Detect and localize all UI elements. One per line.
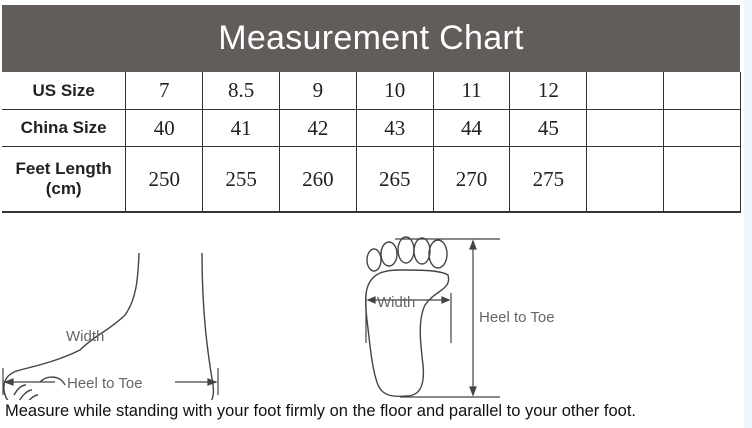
cell: [586, 109, 665, 147]
side-width-label: Width: [66, 328, 104, 345]
cell: 43: [355, 109, 434, 147]
cell: 44: [432, 109, 511, 147]
cell: 40: [125, 109, 204, 147]
table-row-china-size: China Size 40 41 42 43 44 45: [2, 109, 741, 147]
cell: [586, 72, 665, 110]
cell: 7: [125, 72, 204, 110]
cell: 265: [355, 146, 434, 213]
cell: 270: [432, 146, 511, 213]
side-foot-illustration: [3, 252, 215, 400]
right-edge-strip: [744, 0, 752, 428]
foot-measurement-diagram: Width Heel to Toe Width Heel to Toe: [2, 236, 555, 400]
page-title: Measurement Chart: [2, 5, 740, 72]
cell: 275: [509, 146, 588, 213]
side-length-label: Heel to Toe: [67, 375, 143, 392]
cell: 260: [278, 146, 357, 213]
cell: 41: [202, 109, 280, 147]
measurement-instruction: Measure while standing with your foot fi…: [5, 402, 636, 420]
sole-foot-illustration: [364, 236, 450, 398]
cell: [663, 109, 741, 147]
row-label-line2: (cm): [45, 179, 82, 198]
cell: 12: [509, 72, 588, 110]
size-table: US Size 7 8.5 9 10 11 12 China Size 40 4…: [2, 72, 741, 213]
row-label: US Size: [2, 72, 127, 110]
sole-length-arrow: [395, 238, 500, 398]
cell: 250: [125, 146, 204, 213]
cell: 255: [202, 146, 280, 213]
cell: 8.5: [202, 72, 280, 110]
cell: 10: [355, 72, 434, 110]
row-label: Feet Length (cm): [2, 146, 127, 213]
table-row-feet-length: Feet Length (cm) 250 255 260 265 270 275: [2, 146, 741, 213]
cell: 45: [509, 109, 588, 147]
cell: [586, 146, 665, 213]
row-label: China Size: [2, 109, 127, 147]
cell: [663, 146, 741, 213]
cell: [663, 72, 741, 110]
sole-width-label: Width: [377, 294, 415, 311]
cell: 11: [432, 72, 511, 110]
table-row-us-size: US Size 7 8.5 9 10 11 12: [2, 72, 741, 110]
sole-length-label: Heel to Toe: [479, 309, 555, 326]
cell: 42: [278, 109, 357, 147]
side-length-arrow: [2, 368, 219, 395]
sole-width-arrow: [365, 293, 452, 343]
cell: 9: [278, 72, 357, 110]
row-label-line1: Feet Length: [15, 159, 112, 178]
